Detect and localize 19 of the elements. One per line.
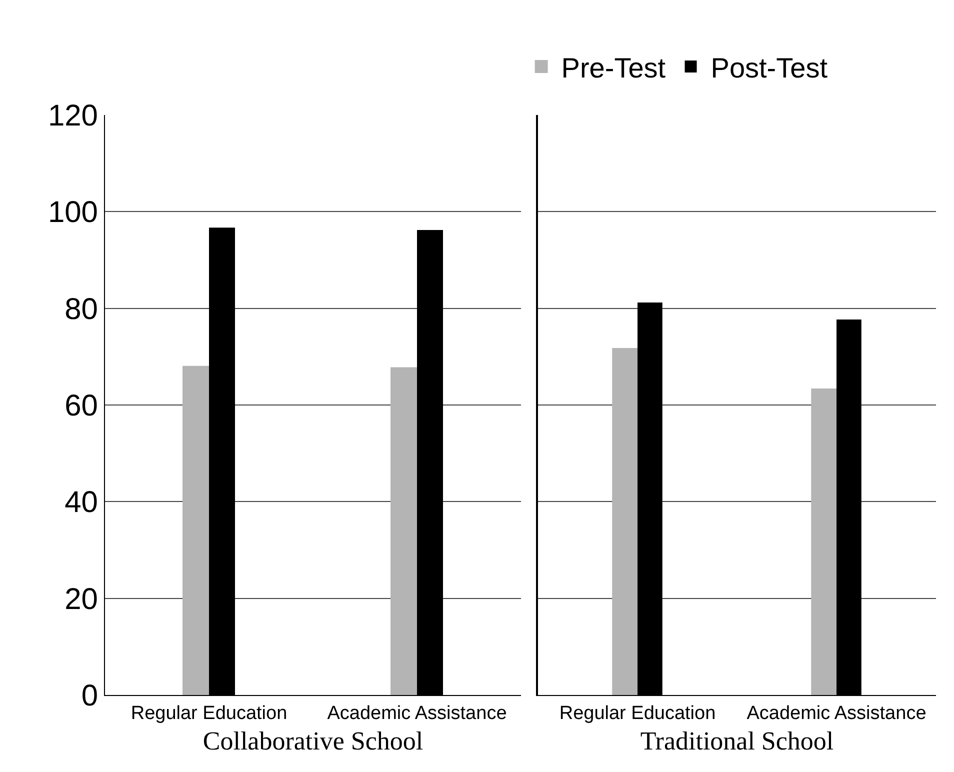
x-tick-label: Regular Education	[130, 702, 288, 724]
y-tick-label: 40	[64, 486, 98, 520]
x-tick-label: Academic Assistance	[327, 702, 507, 724]
legend-label: Pre-Test	[561, 52, 666, 84]
y-tick-label: 100	[48, 196, 98, 230]
x-tick-label: Academic Assistance	[746, 702, 926, 724]
y-tick-label: 60	[64, 390, 98, 422]
x-axis-title: Traditional School	[640, 726, 834, 756]
bar	[182, 366, 210, 695]
legend-label: Post-Test	[710, 52, 828, 84]
x-axis-title: Collaborative School	[202, 726, 424, 756]
y-tick-label: 80	[64, 292, 98, 326]
y-tick-label: 0	[81, 680, 98, 712]
bar	[390, 367, 418, 695]
bar	[612, 348, 638, 695]
bar	[811, 388, 837, 695]
x-tick-label: Regular Education	[559, 702, 716, 724]
y-tick-label: 20	[64, 582, 98, 616]
y-tick-label: 120	[48, 100, 98, 132]
